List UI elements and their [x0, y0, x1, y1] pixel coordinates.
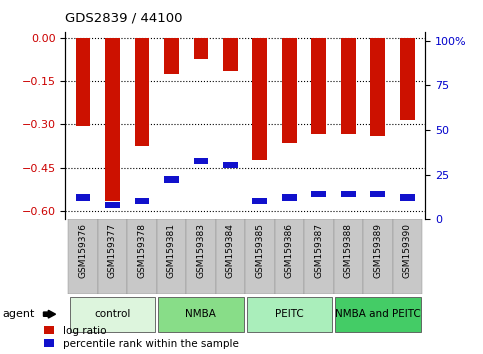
- Bar: [98, 219, 127, 294]
- Bar: [275, 219, 304, 294]
- Text: GSM159384: GSM159384: [226, 223, 235, 278]
- Bar: [253, 198, 267, 205]
- Text: control: control: [94, 309, 130, 319]
- Legend: log ratio, percentile rank within the sample: log ratio, percentile rank within the sa…: [44, 326, 239, 349]
- Text: GSM159388: GSM159388: [344, 223, 353, 278]
- Bar: [186, 219, 215, 294]
- Text: PEITC: PEITC: [275, 309, 304, 319]
- Text: GDS2839 / 44100: GDS2839 / 44100: [65, 12, 183, 25]
- FancyBboxPatch shape: [335, 297, 421, 332]
- Bar: [194, 158, 208, 165]
- Bar: [164, 38, 179, 74]
- Bar: [363, 219, 393, 294]
- Text: NMBA: NMBA: [185, 309, 216, 319]
- Bar: [341, 38, 355, 134]
- Bar: [75, 194, 90, 201]
- Text: agent: agent: [2, 309, 35, 319]
- Bar: [105, 202, 120, 208]
- Text: GSM159386: GSM159386: [285, 223, 294, 278]
- Bar: [393, 219, 422, 294]
- FancyBboxPatch shape: [247, 297, 332, 332]
- Bar: [135, 198, 149, 205]
- Text: GSM159377: GSM159377: [108, 223, 117, 278]
- Text: GSM159385: GSM159385: [256, 223, 264, 278]
- Bar: [194, 38, 208, 59]
- Bar: [215, 219, 245, 294]
- Bar: [400, 194, 415, 201]
- FancyBboxPatch shape: [158, 297, 243, 332]
- Bar: [282, 38, 297, 143]
- Bar: [370, 38, 385, 136]
- Bar: [156, 219, 186, 294]
- Bar: [304, 219, 334, 294]
- Bar: [282, 194, 297, 201]
- Text: NMBA and PEITC: NMBA and PEITC: [335, 309, 421, 319]
- Bar: [400, 38, 415, 120]
- Text: GSM159389: GSM159389: [373, 223, 383, 278]
- Bar: [312, 38, 326, 134]
- Text: GSM159383: GSM159383: [197, 223, 205, 278]
- Text: GSM159378: GSM159378: [137, 223, 146, 278]
- Bar: [127, 219, 156, 294]
- Bar: [68, 219, 98, 294]
- Bar: [341, 191, 355, 197]
- Bar: [370, 191, 385, 197]
- Text: GSM159376: GSM159376: [78, 223, 87, 278]
- Bar: [253, 38, 267, 160]
- Bar: [135, 38, 149, 146]
- Text: GSM159381: GSM159381: [167, 223, 176, 278]
- Bar: [223, 162, 238, 168]
- Bar: [105, 38, 120, 201]
- Bar: [334, 219, 363, 294]
- Bar: [245, 219, 275, 294]
- Bar: [75, 38, 90, 126]
- Bar: [312, 191, 326, 197]
- Text: GSM159387: GSM159387: [314, 223, 323, 278]
- Bar: [223, 38, 238, 71]
- Bar: [164, 176, 179, 183]
- FancyBboxPatch shape: [70, 297, 155, 332]
- Text: GSM159390: GSM159390: [403, 223, 412, 278]
